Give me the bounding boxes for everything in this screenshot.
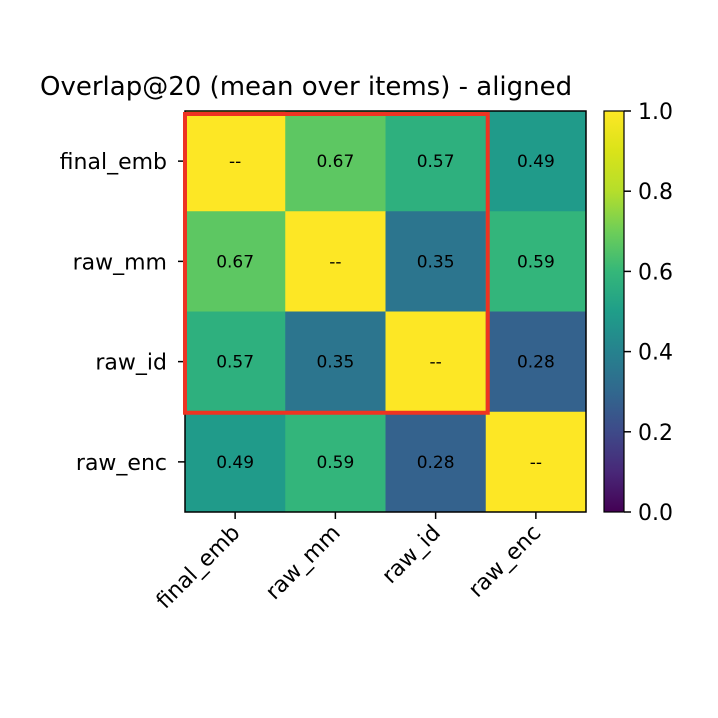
cell-value-label: 0.35 <box>417 252 455 272</box>
chart-title: Overlap@20 (mean over items) - aligned <box>40 72 572 102</box>
heatmap-cell <box>285 111 386 212</box>
heatmap-cell <box>185 411 286 513</box>
colorbar-tick-label: 0.0 <box>638 501 673 526</box>
heatmap-cell <box>285 211 386 312</box>
x-tick-label: final_emb <box>152 521 246 615</box>
colorbar-tick-label: 0.8 <box>638 180 673 205</box>
cell-value-label: -- <box>530 453 542 473</box>
cell-value-label: -- <box>229 152 241 172</box>
cell-value-label: -- <box>429 353 441 373</box>
heatmap-cell <box>485 411 587 513</box>
cell-value-label: 0.67 <box>216 252 254 272</box>
heatmap-cell <box>185 111 286 212</box>
heatmap-cell-labels: -- 0.67 0.57 0.49 0.67 -- 0.35 0.59 0.57 0.35 -- 0.… <box>216 152 555 473</box>
colorbar-tick-label: 0.6 <box>638 260 673 285</box>
heatmap-cell <box>385 111 487 212</box>
heatmap-cell <box>385 311 487 413</box>
cell-value-label: 0.59 <box>316 453 354 473</box>
heatmap-cell <box>285 411 386 513</box>
cell-value-label: 0.49 <box>216 453 254 473</box>
heatmap-cell <box>485 311 587 413</box>
heatmap-cell <box>185 311 286 413</box>
y-tick-label: final_emb <box>60 150 167 175</box>
y-tick-label: raw_mm <box>73 250 167 275</box>
cell-value-label: 0.57 <box>216 353 254 373</box>
colorbar-tick-label: 0.2 <box>638 421 673 446</box>
cell-value-label: -- <box>329 252 341 272</box>
x-tick-label: raw_id <box>378 521 446 589</box>
cell-value-label: 0.49 <box>517 152 555 172</box>
x-axis: final_emb raw_mm raw_id raw_enc <box>152 512 546 614</box>
heatmap-cell <box>485 111 587 212</box>
x-tick-label: raw_enc <box>464 521 546 603</box>
y-tick-label: raw_enc <box>76 451 167 476</box>
x-tick-label: raw_mm <box>261 521 345 605</box>
heatmap-cell <box>485 211 587 312</box>
y-tick-label: raw_id <box>95 351 167 376</box>
colorbar <box>603 110 625 513</box>
colorbar-tick-label: 1.0 <box>638 100 673 125</box>
highlight-box <box>183 112 490 415</box>
cell-value-label: 0.67 <box>316 152 354 172</box>
heatmap-cell <box>185 211 286 312</box>
colorbar-tick-label: 0.4 <box>638 341 673 366</box>
cell-value-label: 0.28 <box>417 453 455 473</box>
colorbar-axis: 0.0 0.2 0.4 0.6 0.8 1.0 <box>624 100 673 526</box>
heatmap-cell <box>385 211 487 312</box>
cell-value-label: 0.35 <box>316 353 354 373</box>
cell-value-label: 0.28 <box>517 353 555 373</box>
heatmap-cells <box>185 111 587 513</box>
heatmap-cell <box>285 311 386 413</box>
y-axis: final_emb raw_mm raw_id raw_enc <box>60 150 185 476</box>
cell-value-label: 0.59 <box>517 252 555 272</box>
heatmap-cell <box>385 411 487 513</box>
cell-value-label: 0.57 <box>417 152 455 172</box>
